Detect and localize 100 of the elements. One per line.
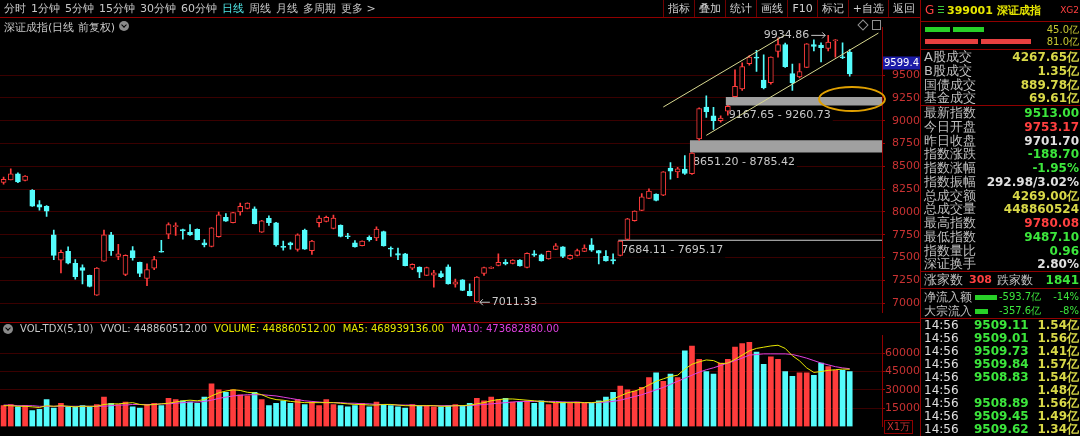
- text: 14:56: [924, 409, 959, 423]
- category-label: 今日开盘: [924, 118, 976, 134]
- candlestick: [811, 39, 817, 52]
- text: 1.56亿: [1037, 331, 1079, 345]
- candlestick: [681, 155, 688, 175]
- candlestick: [703, 95, 710, 118]
- candlestick: [395, 247, 401, 260]
- category-label: 最新指数: [924, 105, 976, 120]
- text: -593.7亿: [999, 290, 1042, 304]
- text: 14:56: [924, 331, 959, 345]
- candlestick: [760, 54, 767, 90]
- y-tick-label: 45000: [885, 364, 920, 378]
- bar: [172, 399, 179, 427]
- y-tick-label: 9500: [892, 67, 920, 81]
- bar: [7, 404, 14, 427]
- text: 0.96: [1049, 243, 1079, 258]
- category-label: 多周期: [303, 2, 336, 16]
- text: 45.0亿: [1046, 23, 1079, 37]
- bar: [15, 406, 21, 427]
- category-label: 30分钟: [140, 2, 176, 16]
- category-label: 国债成交: [924, 76, 976, 92]
- category-label: A股成交: [924, 49, 972, 64]
- text: 9509.84: [974, 357, 1029, 371]
- text: 统计: [725, 0, 757, 17]
- text: 308: [969, 273, 992, 287]
- category-label: 月线: [276, 2, 298, 16]
- y-tick-label: 7750: [892, 227, 920, 241]
- text: 9509.01: [974, 331, 1029, 345]
- text: 1.41亿: [1037, 344, 1079, 358]
- bar: [22, 405, 28, 427]
- y-axis-title: X1万: [884, 420, 914, 434]
- text: 14:56: [924, 422, 959, 436]
- text: 9508.83: [974, 370, 1029, 384]
- text: 69.61亿: [1029, 91, 1079, 106]
- bar: [409, 404, 416, 427]
- bar: [115, 404, 122, 427]
- y-tick-label: 15000: [885, 400, 920, 414]
- bar: [653, 372, 659, 427]
- candlestick: [610, 253, 616, 265]
- text: MA10: 473682880.00: [451, 323, 560, 334]
- text: 1841: [1045, 273, 1079, 287]
- chart-title: VOL-TDX(5,10): [20, 323, 94, 334]
- category-label: 昨日收盘: [924, 132, 976, 148]
- text: -188.70: [1027, 147, 1079, 162]
- text: 399001 深证成指: [947, 3, 1041, 18]
- bar: [466, 402, 473, 427]
- text: 9509.73: [974, 344, 1029, 358]
- category-label: 日线: [222, 2, 244, 16]
- text: -8%: [1059, 304, 1079, 318]
- category-label: 最高指数: [924, 215, 976, 230]
- text: XG2: [1060, 5, 1079, 15]
- text: 1.48亿: [1037, 383, 1079, 397]
- category-label: 更多 >: [341, 2, 376, 16]
- text: G: [925, 3, 935, 17]
- category-label: 1分钟: [31, 2, 60, 16]
- category-label: 周线: [249, 2, 271, 16]
- bar: [560, 401, 566, 427]
- text: -14%: [1053, 290, 1079, 304]
- category-label: 总成交额: [924, 187, 976, 203]
- text: 9753.17: [1024, 119, 1079, 134]
- text: 1.57亿: [1037, 357, 1079, 371]
- text: 1.34亿: [1037, 422, 1079, 436]
- bar: [431, 406, 437, 427]
- text: 9780.08: [1024, 216, 1079, 230]
- bar: [509, 401, 516, 427]
- y-tick-label: 8750: [892, 136, 920, 150]
- bar: [215, 389, 222, 427]
- bar: [524, 400, 530, 427]
- text: 返回: [888, 0, 919, 17]
- text: +自选: [847, 0, 888, 17]
- category-label: 深证换手: [924, 256, 976, 272]
- text: 9487.10: [1024, 229, 1079, 244]
- candlestick: [115, 243, 122, 260]
- text: 14:56: [924, 396, 959, 410]
- text: 9509.11: [974, 318, 1029, 332]
- text: 跌家数: [997, 273, 1033, 287]
- y-tick-label: 9000: [892, 113, 920, 127]
- bar: [258, 399, 265, 427]
- text: 889.78亿: [1020, 77, 1079, 92]
- text: VVOL: 448860512.00: [100, 323, 208, 334]
- bar: [301, 404, 308, 427]
- text: 指标: [663, 0, 695, 17]
- category-label: 指数量比: [924, 242, 976, 258]
- bar: [223, 391, 229, 427]
- category-label: 指数振幅: [924, 173, 976, 189]
- candlestick: [387, 246, 394, 257]
- y-tick-label: 8500: [892, 159, 920, 173]
- bar: [531, 402, 538, 427]
- annotation: 7011.33: [491, 295, 538, 309]
- bar: [660, 380, 667, 427]
- bar: [846, 371, 853, 427]
- text: 1.35亿: [1037, 63, 1079, 78]
- text: 81.0亿: [1046, 35, 1079, 49]
- text: -1.95%: [1032, 161, 1079, 175]
- text: 1.49亿: [1037, 409, 1079, 423]
- category-label: 指数涨跌: [924, 146, 976, 162]
- text: 大宗流入: [924, 304, 972, 318]
- text: 9599.4: [884, 57, 919, 69]
- candlestick: [818, 42, 824, 63]
- bar: [782, 371, 789, 427]
